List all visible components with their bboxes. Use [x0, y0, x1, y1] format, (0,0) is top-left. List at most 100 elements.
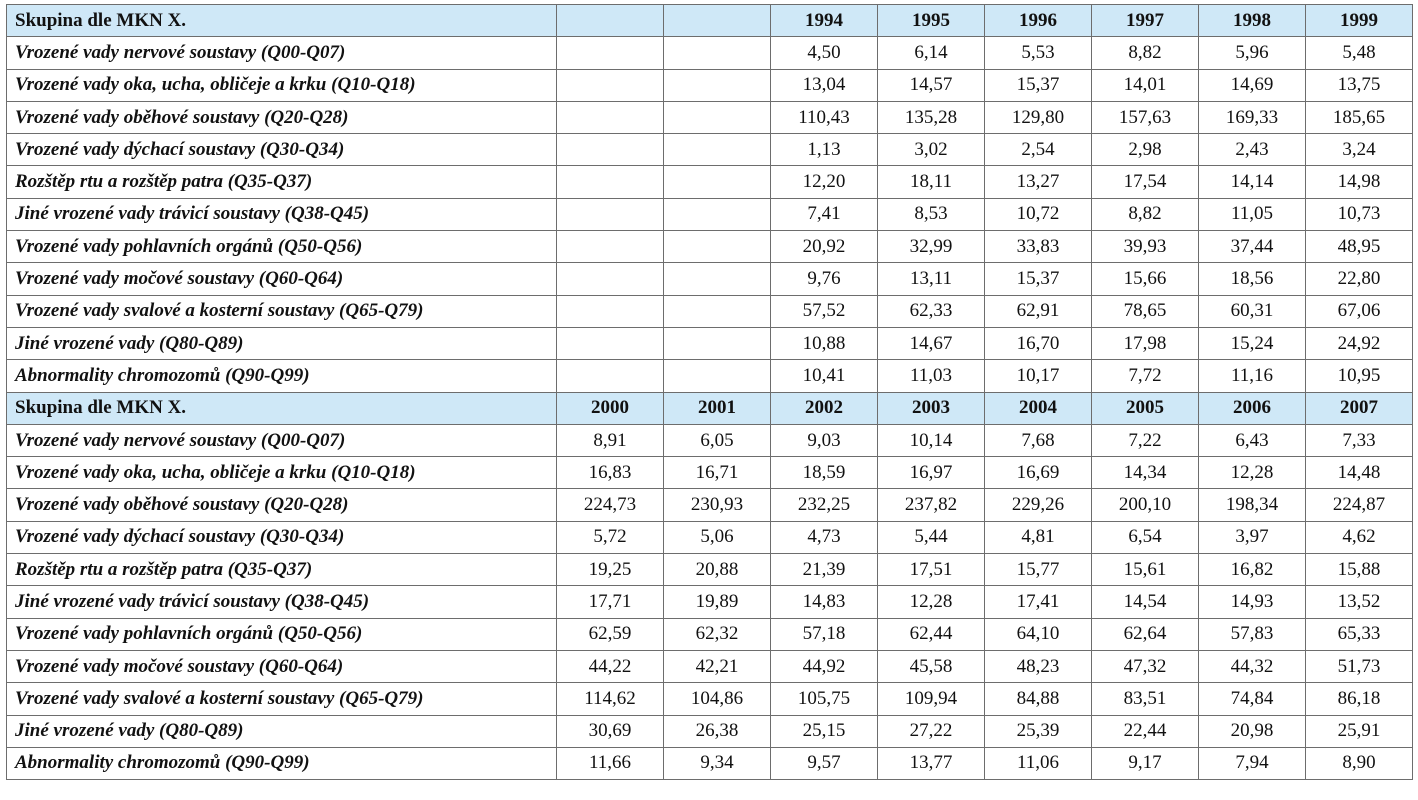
- value-cell: 5,53: [984, 36, 1092, 70]
- value-cell: 14,98: [1305, 165, 1413, 199]
- value-cell: 20,98: [1198, 714, 1306, 748]
- value-cell: 83,51: [1091, 682, 1199, 716]
- value-cell: 7,22: [1091, 423, 1199, 458]
- value-cell: 3,24: [1305, 133, 1413, 167]
- table-header-row: Skupina dle MKN X. 2000 2001 2002 2003 2004 20…: [6, 391, 1413, 425]
- header-group-label: Skupina dle MKN X.: [6, 391, 557, 425]
- row-category-label: Vrozené vady pohlavních orgánů (Q50-Q56): [6, 617, 557, 651]
- value-cell: 7,33: [1305, 423, 1413, 458]
- table-row: Vrozené vady svalové a kosterní soustavy…: [6, 294, 1413, 328]
- value-cell: 5,06: [663, 520, 771, 555]
- value-cell: 15,61: [1091, 553, 1199, 587]
- value-cell: [556, 326, 664, 361]
- value-cell: [663, 262, 771, 296]
- value-cell: 32,99: [877, 230, 985, 264]
- table-row: Vrozené vady dýchací soustavy (Q30-Q34) 1…: [6, 133, 1413, 167]
- value-cell: [556, 359, 664, 393]
- year-header-cell: 2003: [877, 391, 985, 425]
- data-table-container: Skupina dle MKN X. 1994 1995 1996 1997 1998 19…: [6, 3, 1413, 781]
- value-cell: 110,43: [770, 100, 878, 135]
- value-cell: [663, 294, 771, 328]
- value-cell: 44,32: [1198, 649, 1306, 684]
- value-cell: 4,50: [770, 36, 878, 70]
- value-cell: 26,38: [663, 714, 771, 748]
- year-header-cell: 1995: [877, 3, 985, 38]
- value-cell: 25,91: [1305, 714, 1413, 748]
- value-cell: 8,82: [1091, 197, 1199, 232]
- value-cell: 62,33: [877, 294, 985, 328]
- table-header-row: Skupina dle MKN X. 1994 1995 1996 1997 1998 19…: [6, 3, 1413, 38]
- row-category-label: Jiné vrozené vady trávicí soustavy (Q38-…: [6, 197, 557, 232]
- value-cell: 11,05: [1198, 197, 1306, 232]
- value-cell: 4,62: [1305, 520, 1413, 555]
- value-cell: 14,83: [770, 585, 878, 619]
- table-row: Jiné vrozené vady (Q80-Q89) 30,69 26,38 25,…: [6, 714, 1413, 748]
- value-cell: 16,69: [984, 456, 1092, 490]
- value-cell: 135,28: [877, 100, 985, 135]
- value-cell: 3,02: [877, 133, 985, 167]
- value-cell: 39,93: [1091, 230, 1199, 264]
- value-cell: 237,82: [877, 488, 985, 522]
- value-cell: 25,39: [984, 714, 1092, 748]
- table-row: Abnormality chromozomů (Q90-Q99) 11,66 9,3…: [6, 746, 1413, 781]
- value-cell: 8,82: [1091, 36, 1199, 70]
- value-cell: 8,91: [556, 423, 664, 458]
- value-cell: [556, 230, 664, 264]
- value-cell: 7,41: [770, 197, 878, 232]
- value-cell: [556, 133, 664, 167]
- value-cell: [663, 230, 771, 264]
- value-cell: 62,64: [1091, 617, 1199, 651]
- table-row: Vrozené vady oběhové soustavy (Q20-Q28) 1…: [6, 100, 1413, 135]
- value-cell: 14,54: [1091, 585, 1199, 619]
- table-row: Jiné vrozené vady trávicí soustavy (Q38-…: [6, 585, 1413, 619]
- value-cell: 48,23: [984, 649, 1092, 684]
- congenital-defects-table: Skupina dle MKN X. 1994 1995 1996 1997 1998 19…: [6, 3, 1413, 781]
- table-row: Vrozené vady oběhové soustavy (Q20-Q28) 2…: [6, 488, 1413, 522]
- row-category-label: Vrozené vady oběhové soustavy (Q20-Q28): [6, 100, 557, 135]
- value-cell: 14,48: [1305, 456, 1413, 490]
- year-header-cell: [556, 3, 664, 38]
- value-cell: 6,54: [1091, 520, 1199, 555]
- value-cell: 185,65: [1305, 100, 1413, 135]
- row-category-label: Vrozené vady svalové a kosterní soustavy…: [6, 682, 557, 716]
- value-cell: 11,66: [556, 746, 664, 781]
- value-cell: 24,92: [1305, 326, 1413, 361]
- value-cell: [663, 133, 771, 167]
- value-cell: 15,77: [984, 553, 1092, 587]
- value-cell: [663, 197, 771, 232]
- row-category-label: Vrozené vady oka, ucha, obličeje a krku …: [6, 68, 557, 102]
- value-cell: 20,92: [770, 230, 878, 264]
- value-cell: 86,18: [1305, 682, 1413, 716]
- row-category-label: Vrozené vady močové soustavy (Q60-Q64): [6, 262, 557, 296]
- value-cell: 19,25: [556, 553, 664, 587]
- value-cell: 16,82: [1198, 553, 1306, 587]
- year-header-cell: 2004: [984, 391, 1092, 425]
- year-header-cell: [663, 3, 771, 38]
- value-cell: [663, 36, 771, 70]
- value-cell: 15,88: [1305, 553, 1413, 587]
- value-cell: 13,27: [984, 165, 1092, 199]
- table-row: Vrozené vady dýchací soustavy (Q30-Q34) 5…: [6, 520, 1413, 555]
- value-cell: 62,59: [556, 617, 664, 651]
- value-cell: 198,34: [1198, 488, 1306, 522]
- value-cell: 6,43: [1198, 423, 1306, 458]
- year-header-cell: 2002: [770, 391, 878, 425]
- value-cell: 16,97: [877, 456, 985, 490]
- value-cell: 16,71: [663, 456, 771, 490]
- value-cell: 57,52: [770, 294, 878, 328]
- value-cell: [556, 197, 664, 232]
- value-cell: 25,15: [770, 714, 878, 748]
- value-cell: [663, 359, 771, 393]
- value-cell: 18,59: [770, 456, 878, 490]
- value-cell: 44,22: [556, 649, 664, 684]
- row-category-label: Abnormality chromozomů (Q90-Q99): [6, 359, 557, 393]
- value-cell: 16,70: [984, 326, 1092, 361]
- value-cell: 5,72: [556, 520, 664, 555]
- value-cell: 45,58: [877, 649, 985, 684]
- table-row: Jiné vrozené vady (Q80-Q89) 10,88 14,67 16,…: [6, 326, 1413, 361]
- table-row: Vrozené vady svalové a kosterní soustavy…: [6, 682, 1413, 716]
- value-cell: 2,54: [984, 133, 1092, 167]
- value-cell: [556, 68, 664, 102]
- value-cell: 105,75: [770, 682, 878, 716]
- value-cell: 8,90: [1305, 746, 1413, 781]
